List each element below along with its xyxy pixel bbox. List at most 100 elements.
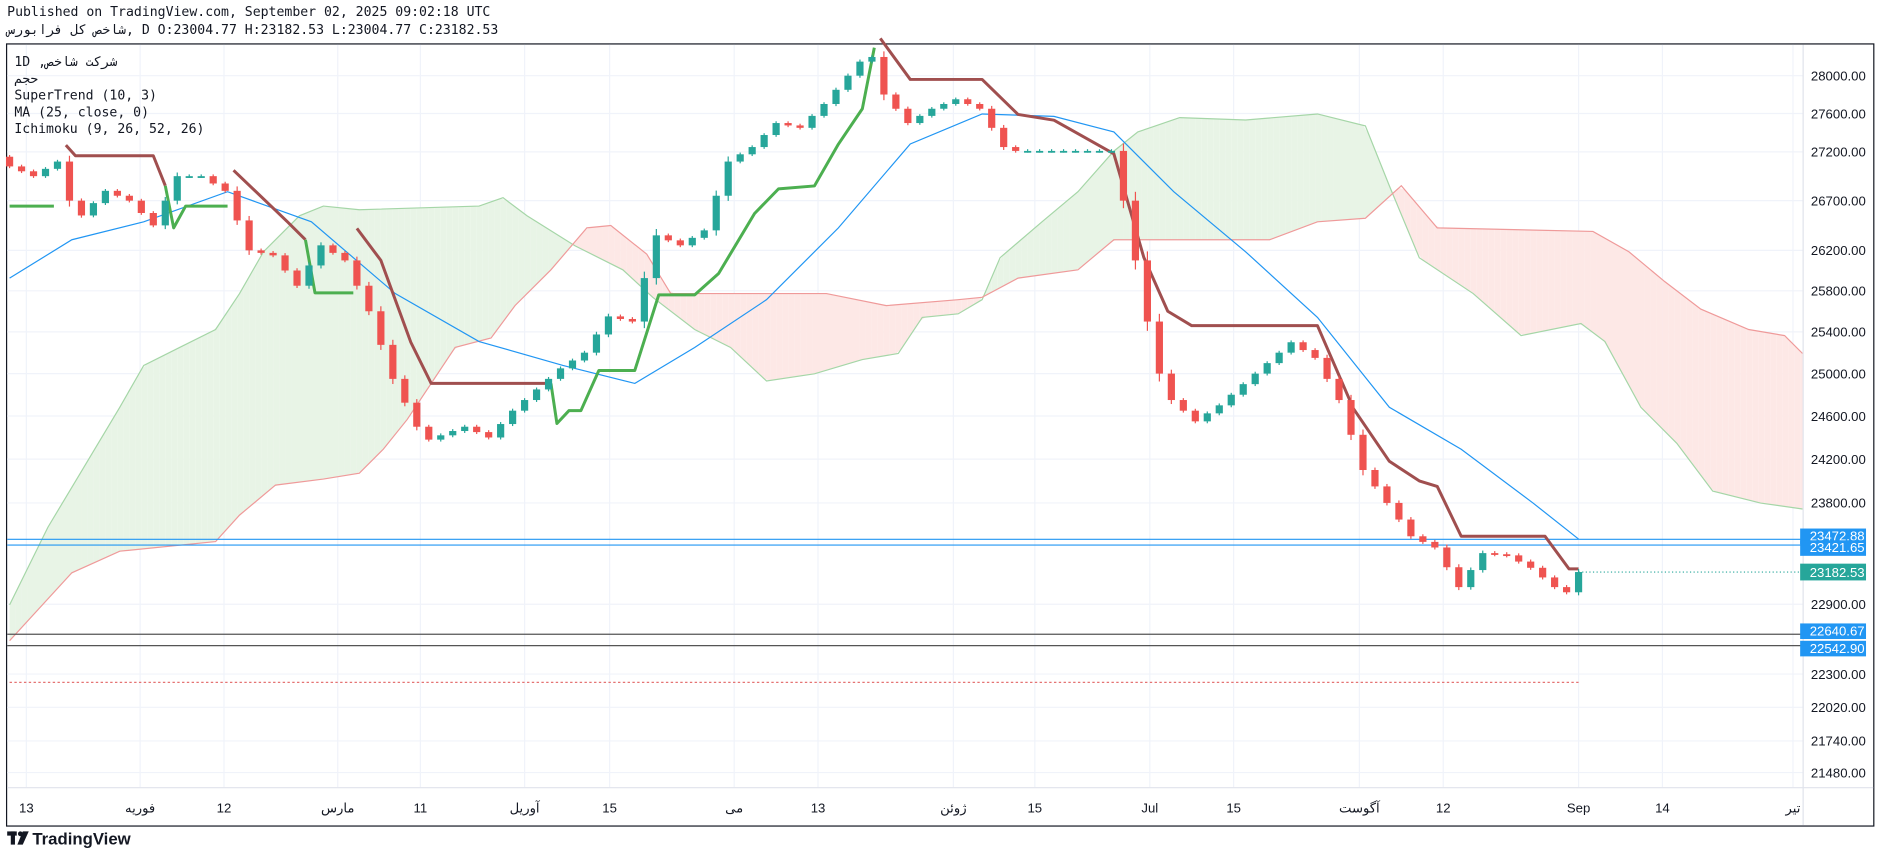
candle[interactable] xyxy=(89,201,98,218)
candle[interactable] xyxy=(29,169,38,178)
candle[interactable] xyxy=(1167,369,1175,405)
candle[interactable] xyxy=(1155,313,1163,382)
candle[interactable] xyxy=(17,164,26,174)
candle[interactable] xyxy=(353,256,361,290)
candle[interactable] xyxy=(1443,544,1451,571)
candle[interactable] xyxy=(1215,403,1223,416)
candle[interactable] xyxy=(1191,408,1199,424)
candle[interactable] xyxy=(1083,149,1092,153)
tradingview-logo[interactable]: TradingView xyxy=(7,830,132,849)
candle[interactable] xyxy=(1407,517,1415,539)
candle[interactable] xyxy=(568,358,577,371)
candle[interactable] xyxy=(1455,564,1463,591)
candle[interactable] xyxy=(1299,340,1307,352)
candle[interactable] xyxy=(592,331,601,356)
candle[interactable] xyxy=(101,188,109,205)
candle[interactable] xyxy=(736,152,744,164)
candle[interactable] xyxy=(389,339,397,385)
candle[interactable] xyxy=(125,193,133,203)
candle[interactable] xyxy=(1119,143,1128,209)
candle[interactable] xyxy=(1179,398,1187,413)
candle[interactable] xyxy=(365,281,373,316)
candle[interactable] xyxy=(676,238,684,248)
legend-volume[interactable]: مجح xyxy=(14,72,38,87)
candle[interactable] xyxy=(580,350,589,363)
candle[interactable] xyxy=(293,268,301,289)
candle[interactable] xyxy=(1323,354,1331,383)
candle[interactable] xyxy=(976,102,984,111)
candle[interactable] xyxy=(688,236,696,248)
candle[interactable] xyxy=(1203,411,1211,424)
candle[interactable] xyxy=(401,375,409,407)
candle[interactable] xyxy=(1047,149,1056,153)
candle[interactable] xyxy=(1024,149,1032,153)
candle[interactable] xyxy=(892,92,900,111)
candle[interactable] xyxy=(413,399,421,431)
candle[interactable] xyxy=(281,253,289,273)
candle[interactable] xyxy=(329,243,337,255)
candle[interactable] xyxy=(772,121,780,137)
candle[interactable] xyxy=(1491,551,1499,557)
candle[interactable] xyxy=(341,251,349,263)
candle[interactable] xyxy=(53,159,62,171)
candle[interactable] xyxy=(437,433,445,442)
candle[interactable] xyxy=(952,97,960,106)
candle[interactable] xyxy=(844,73,852,92)
candle[interactable] xyxy=(832,87,840,107)
candle[interactable] xyxy=(233,186,241,225)
candle[interactable] xyxy=(1539,565,1547,580)
candle[interactable] xyxy=(149,211,157,228)
candle[interactable] xyxy=(209,174,217,186)
candle[interactable] xyxy=(305,262,313,289)
candle[interactable] xyxy=(317,242,325,269)
price-axis[interactable]: 28000.00 27600.00 27200.00 26700.00 26200.00… xyxy=(1800,68,1867,780)
candle[interactable] xyxy=(988,105,996,131)
legend-ma[interactable]: MA (25, close, 0) xyxy=(14,105,149,120)
candle[interactable] xyxy=(1383,483,1391,506)
candle[interactable] xyxy=(485,430,493,440)
candle[interactable] xyxy=(377,306,385,350)
candle[interactable] xyxy=(1095,149,1104,153)
candle[interactable] xyxy=(1515,553,1523,564)
candle[interactable] xyxy=(1431,539,1439,550)
candle[interactable] xyxy=(1000,124,1008,150)
candle[interactable] xyxy=(904,106,912,126)
candle[interactable] xyxy=(868,55,876,64)
candle[interactable] xyxy=(509,408,517,427)
candle[interactable] xyxy=(473,424,481,435)
candle[interactable] xyxy=(1107,149,1116,153)
candle[interactable] xyxy=(1131,191,1140,270)
candle[interactable] xyxy=(856,59,864,78)
candle[interactable] xyxy=(1251,371,1259,387)
candle[interactable] xyxy=(1371,467,1379,489)
candle[interactable] xyxy=(784,121,792,128)
candle[interactable] xyxy=(1359,429,1367,476)
candle[interactable] xyxy=(1036,149,1044,153)
candle[interactable] xyxy=(1467,567,1475,590)
candle[interactable] xyxy=(700,228,708,240)
candle[interactable] xyxy=(1227,392,1235,408)
candle[interactable] xyxy=(1012,145,1020,153)
candle[interactable] xyxy=(664,233,672,243)
legend-supertrend[interactable]: SuperTrend (10, 3) xyxy=(14,89,157,104)
candle[interactable] xyxy=(425,424,433,442)
candle[interactable] xyxy=(449,429,457,438)
candle[interactable] xyxy=(1479,550,1487,573)
candle[interactable] xyxy=(137,198,145,215)
candle[interactable] xyxy=(245,215,253,255)
candle[interactable] xyxy=(1311,348,1319,360)
candle[interactable] xyxy=(497,422,505,440)
candle[interactable] xyxy=(940,102,948,111)
candle[interactable] xyxy=(532,387,541,402)
candle[interactable] xyxy=(113,189,121,198)
candle[interactable] xyxy=(604,313,613,338)
candle[interactable] xyxy=(221,181,229,193)
candle[interactable] xyxy=(760,133,768,149)
candle[interactable] xyxy=(544,376,553,392)
candle[interactable] xyxy=(1263,361,1271,376)
candle[interactable] xyxy=(1503,552,1511,558)
candle[interactable] xyxy=(1239,382,1247,397)
legend-ichimoku[interactable]: Ichimoku (9, 26, 52, 26) xyxy=(14,122,204,137)
candle[interactable] xyxy=(640,271,648,329)
